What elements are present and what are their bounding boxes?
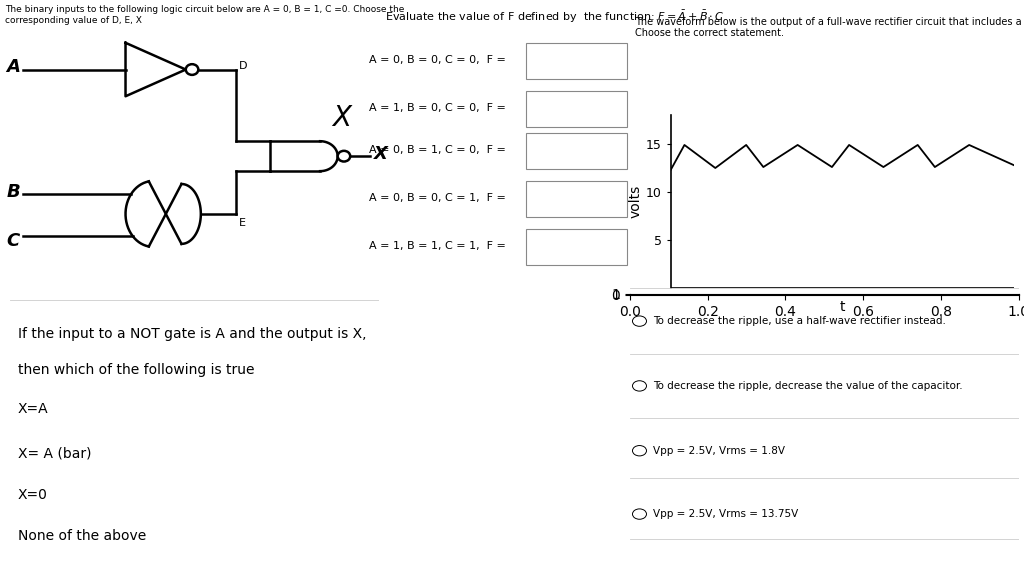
Text: If the input to a NOT gate is A and the output is X,: If the input to a NOT gate is A and the …	[17, 327, 367, 341]
Text: A = 1, B = 0, C = 0,  F =: A = 1, B = 0, C = 0, F =	[369, 103, 506, 113]
Text: A: A	[6, 58, 20, 77]
Text: The binary inputs to the following logic circuit below are A = 0, B = 1, C =0. C: The binary inputs to the following logic…	[5, 5, 404, 25]
Circle shape	[633, 381, 646, 391]
Text: E: E	[239, 218, 246, 228]
FancyBboxPatch shape	[526, 133, 627, 169]
Text: t: t	[840, 300, 845, 314]
Text: X: X	[374, 145, 388, 163]
Text: then which of the following is true: then which of the following is true	[17, 363, 254, 377]
Text: A = 0, B = 0, C = 0,  F =: A = 0, B = 0, C = 0, F =	[369, 55, 506, 65]
Text: B: B	[6, 183, 20, 201]
FancyBboxPatch shape	[526, 92, 627, 127]
Text: To decrease the ripple, decrease the value of the capacitor.: To decrease the ripple, decrease the val…	[653, 381, 963, 391]
Text: $X$: $X$	[331, 104, 353, 132]
FancyBboxPatch shape	[526, 181, 627, 217]
Text: A = 0, B = 0, C = 1,  F =: A = 0, B = 0, C = 1, F =	[369, 193, 506, 203]
Text: X=0: X=0	[17, 487, 47, 502]
Text: Vpp = 2.5V, Vrms = 13.75V: Vpp = 2.5V, Vrms = 13.75V	[653, 509, 799, 519]
Text: A = 0, B = 1, C = 0,  F =: A = 0, B = 1, C = 0, F =	[369, 145, 506, 155]
Text: X=A: X=A	[17, 402, 48, 416]
Text: Evaluate the value of F defined by  the function: $F = \bar{A} + \bar{B}\cdot C$: Evaluate the value of F defined by the f…	[385, 9, 725, 25]
Text: C: C	[6, 232, 19, 251]
Text: None of the above: None of the above	[17, 529, 145, 543]
Text: Vpp = 2.5V, Vrms = 1.8V: Vpp = 2.5V, Vrms = 1.8V	[653, 446, 785, 456]
Text: The waveform below is the output of a full-wave rectifier circuit that includes : The waveform below is the output of a fu…	[635, 17, 1024, 38]
Text: To decrease the ripple, use a half-wave rectifier instead.: To decrease the ripple, use a half-wave …	[653, 316, 946, 326]
FancyBboxPatch shape	[526, 229, 627, 265]
Y-axis label: volts: volts	[629, 185, 643, 218]
Text: A = 1, B = 1, C = 1,  F =: A = 1, B = 1, C = 1, F =	[369, 241, 506, 251]
Circle shape	[633, 446, 646, 456]
Circle shape	[633, 509, 646, 520]
Text: D: D	[239, 61, 247, 71]
Circle shape	[185, 64, 199, 75]
Text: X= A (bar): X= A (bar)	[17, 446, 91, 460]
FancyBboxPatch shape	[526, 43, 627, 79]
Circle shape	[633, 316, 646, 326]
Circle shape	[338, 151, 350, 161]
